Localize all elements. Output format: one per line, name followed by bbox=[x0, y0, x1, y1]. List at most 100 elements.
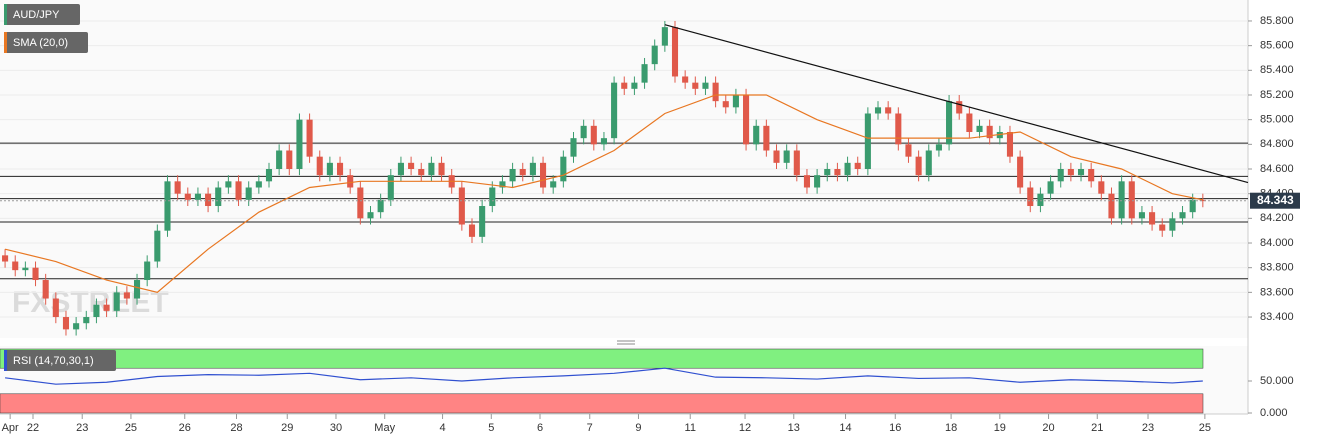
candle-body bbox=[52, 298, 59, 318]
candle-body bbox=[1128, 181, 1135, 219]
candle-body bbox=[1088, 169, 1095, 182]
candle-body bbox=[408, 162, 415, 169]
candle-body bbox=[1118, 181, 1125, 219]
candle-body bbox=[326, 162, 333, 176]
candle-body bbox=[641, 64, 648, 83]
legend-box bbox=[4, 32, 88, 53]
trend-line bbox=[664, 24, 1249, 184]
watermark: FXSTREET bbox=[12, 286, 169, 319]
candle-body bbox=[62, 317, 70, 330]
rsi-line bbox=[5, 367, 1203, 385]
y-tick-label: 85.000 bbox=[1260, 114, 1294, 126]
candle-body bbox=[763, 125, 770, 151]
x-tick-label: 30 bbox=[330, 422, 342, 434]
y-tick-label: 83.400 bbox=[1260, 311, 1294, 323]
legend-label: RSI (14,70,30,1) bbox=[13, 355, 94, 367]
candle-body bbox=[1077, 169, 1085, 176]
candle-body bbox=[834, 169, 841, 176]
x-tick-label: 20 bbox=[1042, 422, 1054, 434]
candle-body bbox=[540, 162, 547, 188]
candle-body bbox=[712, 82, 719, 102]
candle-body bbox=[225, 181, 232, 188]
candle-body bbox=[1159, 224, 1166, 231]
candle-body bbox=[42, 280, 49, 299]
x-tick-label: May bbox=[374, 422, 395, 434]
y-tick-label: 84.600 bbox=[1260, 163, 1294, 175]
candle-body bbox=[895, 113, 902, 145]
candle-body bbox=[590, 125, 597, 145]
candle-body bbox=[133, 280, 141, 299]
candle-body bbox=[732, 94, 739, 108]
candle-body bbox=[367, 212, 374, 219]
x-tick-label: 5 bbox=[488, 422, 494, 434]
candle-body bbox=[144, 261, 151, 281]
candle-body bbox=[946, 101, 953, 145]
candle-body bbox=[276, 150, 283, 169]
candle-body bbox=[570, 138, 577, 157]
x-tick-label: 25 bbox=[1199, 422, 1211, 434]
candle-body bbox=[519, 169, 526, 176]
candle-body bbox=[1067, 169, 1074, 176]
candle-body bbox=[1006, 131, 1014, 157]
legend-box bbox=[4, 4, 80, 25]
candle-body bbox=[1057, 169, 1064, 182]
candle-body bbox=[164, 181, 171, 231]
candle-body bbox=[316, 156, 323, 176]
candle-body bbox=[418, 169, 425, 176]
x-tick-label: 4 bbox=[439, 422, 445, 434]
legend-swatch bbox=[4, 4, 7, 25]
candle-body bbox=[580, 125, 587, 139]
candle-body bbox=[12, 261, 19, 271]
candle-body bbox=[824, 169, 831, 176]
candle-body bbox=[93, 304, 100, 318]
x-tick-label: 22 bbox=[27, 422, 39, 434]
x-tick-label: 23 bbox=[1142, 422, 1154, 434]
candle-body bbox=[1179, 212, 1186, 219]
y-tick-label: 84.800 bbox=[1260, 138, 1294, 150]
candle-body bbox=[83, 317, 90, 324]
candle-body bbox=[336, 162, 344, 176]
y-tick-label: 83.600 bbox=[1260, 286, 1294, 298]
candle-body bbox=[682, 76, 689, 83]
candle-body bbox=[73, 323, 80, 330]
candle-body bbox=[1027, 187, 1034, 207]
candle-body bbox=[509, 169, 516, 182]
rsi-tick-label: 0.000 bbox=[1260, 407, 1288, 419]
candle-body bbox=[357, 187, 364, 219]
candle-body bbox=[854, 162, 861, 169]
candle-body bbox=[174, 181, 181, 194]
candle-body bbox=[722, 101, 729, 108]
candle-body bbox=[661, 27, 668, 46]
x-tick-label: 12 bbox=[739, 422, 751, 434]
candle-body bbox=[611, 82, 618, 139]
legend-swatch bbox=[4, 32, 7, 53]
candle-body bbox=[621, 82, 628, 89]
candle-body bbox=[529, 162, 536, 176]
candle-body bbox=[1037, 193, 1044, 207]
candle-body bbox=[428, 162, 435, 176]
candle-body bbox=[773, 150, 780, 163]
candle-body bbox=[1199, 199, 1206, 202]
candle-body bbox=[286, 150, 293, 169]
candle-body bbox=[347, 175, 354, 188]
candle-body bbox=[600, 138, 607, 145]
x-tick-label: 9 bbox=[635, 422, 641, 434]
candle-body bbox=[438, 162, 445, 176]
x-tick-label: 26 bbox=[179, 422, 191, 434]
candle-body bbox=[976, 125, 983, 132]
candle-body bbox=[803, 175, 811, 188]
candle-body bbox=[671, 27, 679, 77]
candle-body bbox=[265, 169, 273, 182]
candle-body bbox=[702, 82, 709, 89]
candle-body bbox=[743, 94, 750, 145]
y-tick-label: 84.200 bbox=[1260, 212, 1294, 224]
candle-body bbox=[1098, 181, 1105, 194]
candle-body bbox=[245, 187, 252, 200]
candle-body bbox=[387, 175, 394, 200]
x-tick-label: 7 bbox=[587, 422, 593, 434]
candle-body bbox=[1047, 181, 1054, 194]
candle-body bbox=[194, 193, 201, 200]
y-tick-label: 85.600 bbox=[1260, 40, 1294, 52]
x-tick-label: 23 bbox=[76, 422, 88, 434]
candle-body bbox=[631, 82, 638, 89]
